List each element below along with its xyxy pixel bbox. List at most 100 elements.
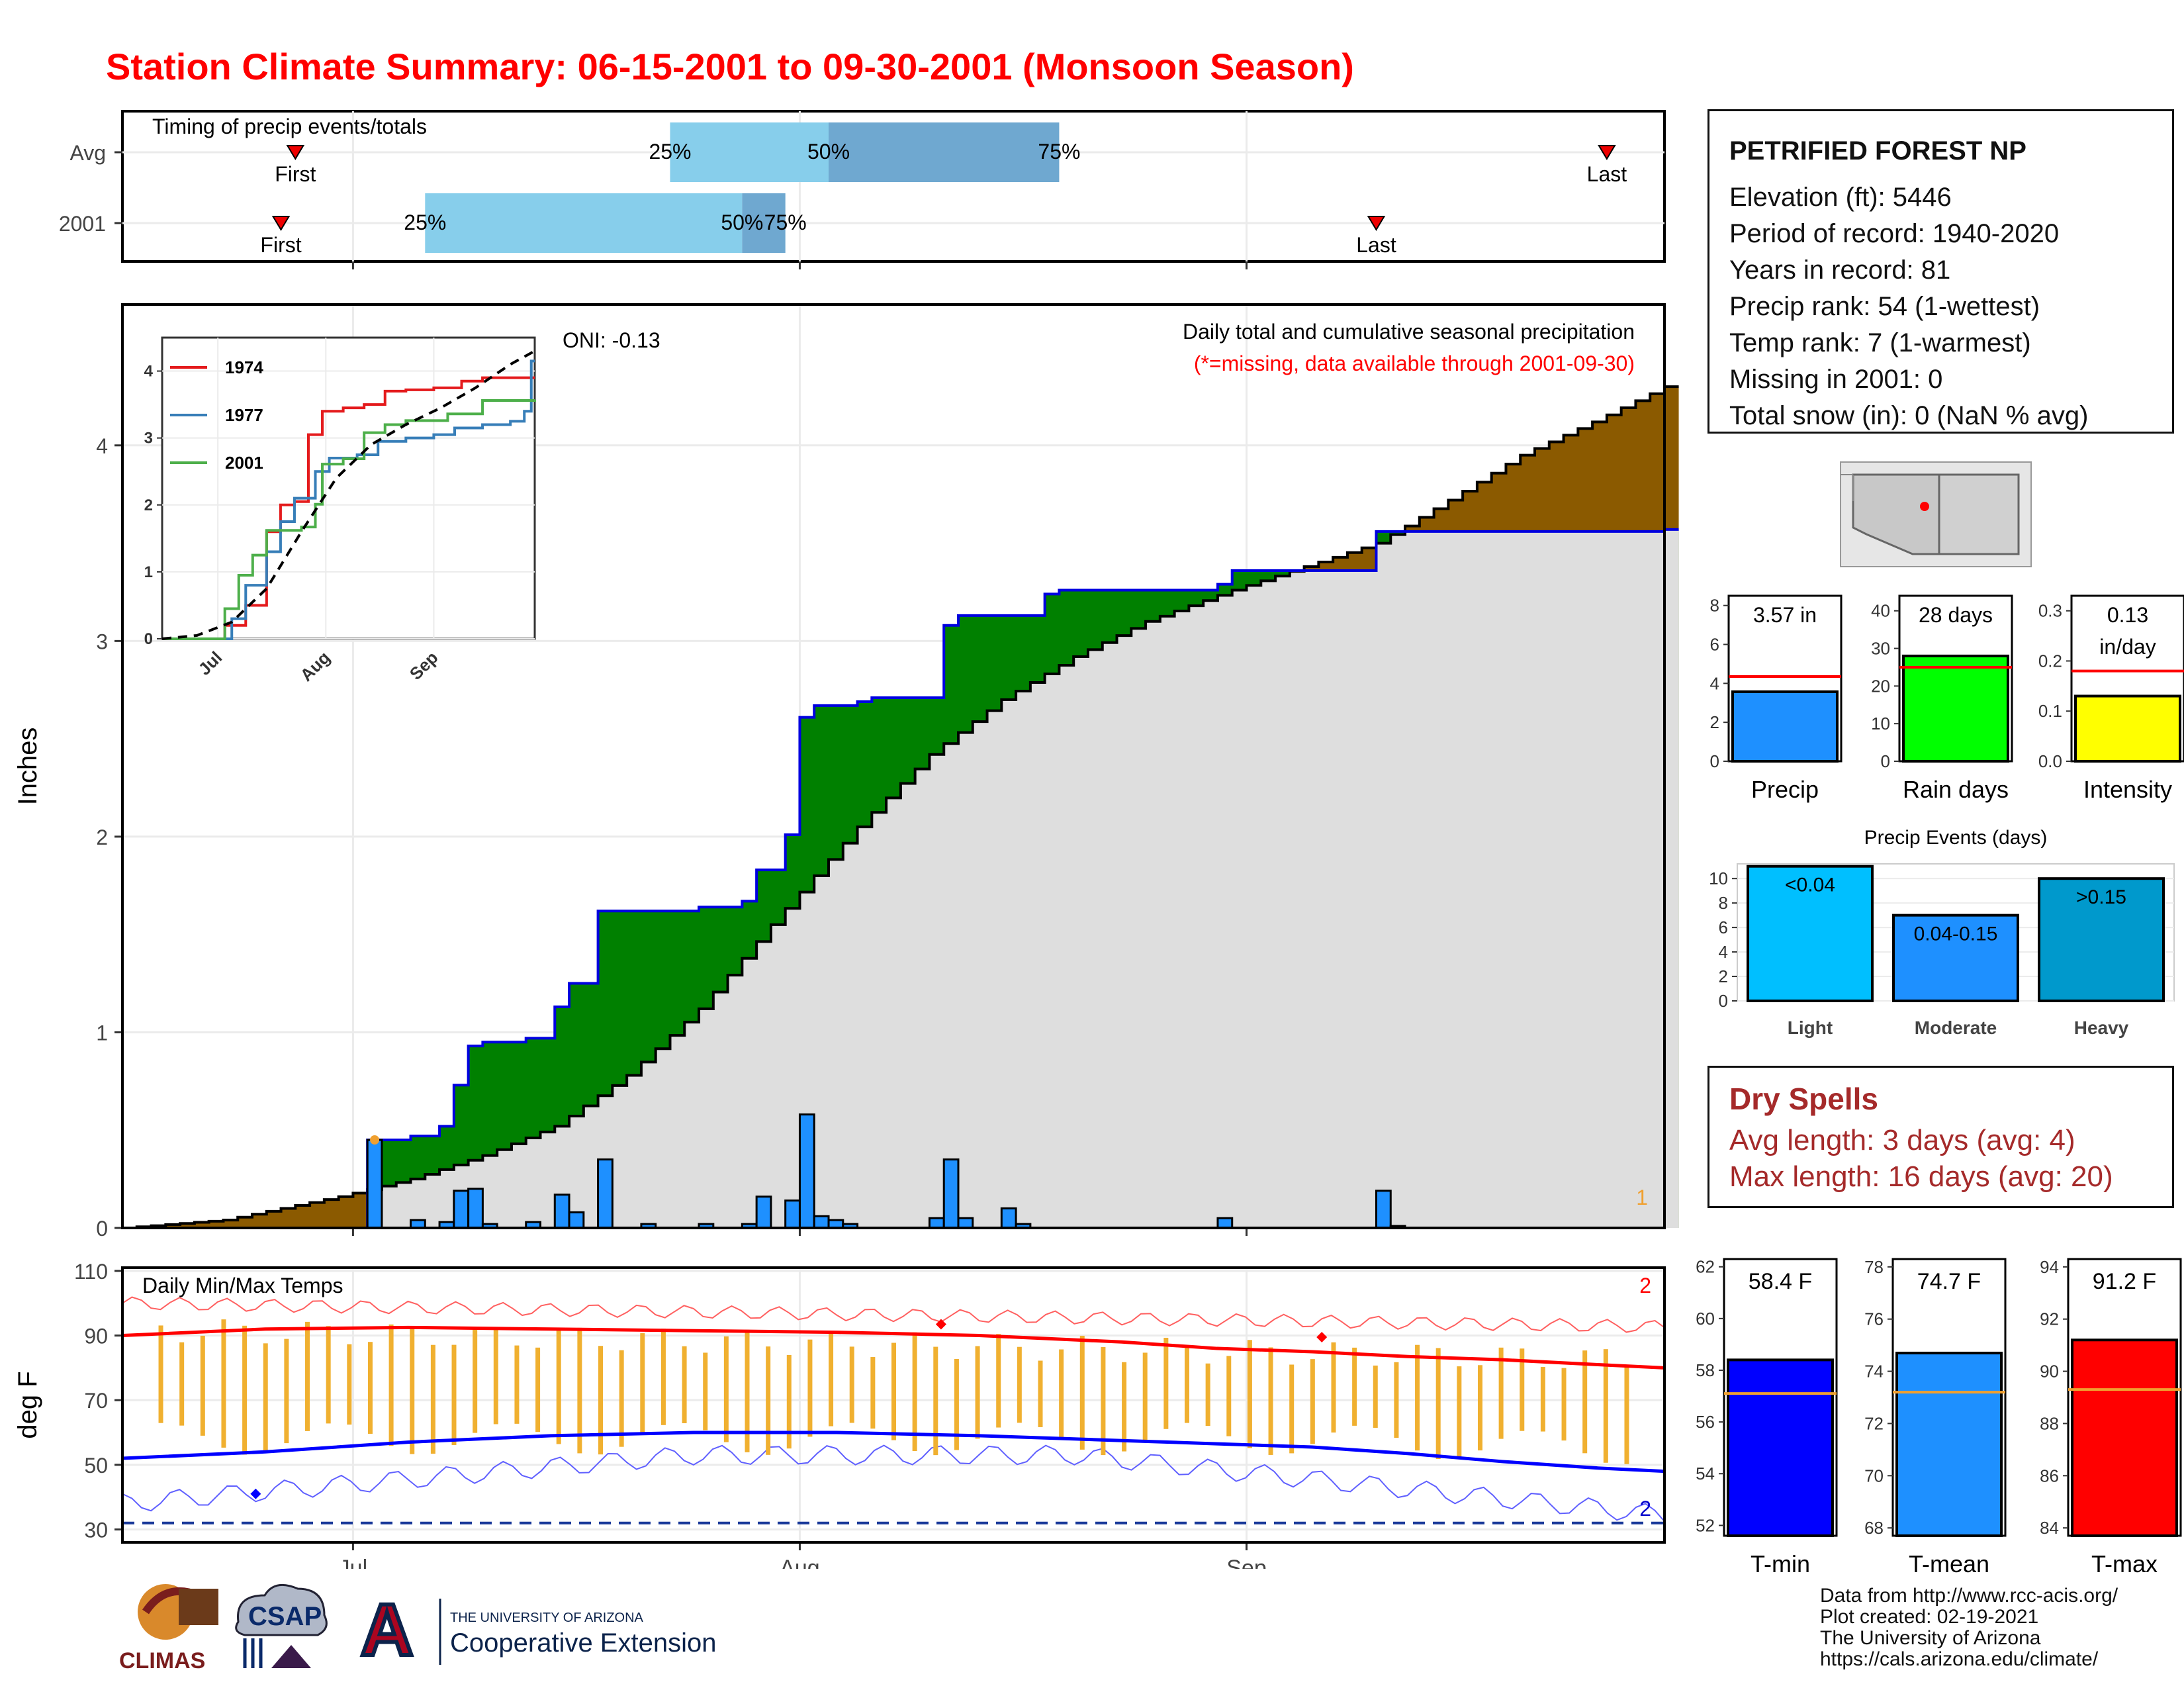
temp-chart: 30 50 70 90 110 Jul Aug Sep deg F Daily Min/Max T… (13, 1260, 1666, 1569)
temp-daily-bar (870, 1357, 876, 1429)
station-temp-rank: Temp rank: 7 (1-warmest) (1729, 328, 2031, 357)
temp-daily-bar (1394, 1362, 1399, 1438)
tempbar-name: T-max (2091, 1550, 2158, 1575)
temp-ytick-label: 90 (84, 1325, 108, 1348)
temp-daily-bar (1373, 1365, 1378, 1428)
temp-daily-bar (326, 1326, 331, 1424)
temp-daily-bar (1603, 1349, 1608, 1463)
tempbar-bar (2071, 1338, 2178, 1538)
tempbar-ytick-label: 58 (1696, 1360, 1715, 1380)
temp-daily-bar (723, 1336, 729, 1442)
inset-ytick-label: 1 (144, 563, 153, 581)
precip-daily-bar (366, 1139, 383, 1229)
tempbar-ytick-label: 52 (1696, 1515, 1715, 1535)
tempbar-name: T-min (1751, 1550, 1810, 1575)
credit-data-source: Data from http://www.rcc-acis.org/ (1820, 1585, 2118, 1607)
temp-daily-bar (1582, 1350, 1588, 1454)
station-period: Period of record: 1940-2020 (1729, 219, 2060, 248)
csap-text: CSAP (248, 1602, 322, 1631)
events-cat-label: Light (1788, 1017, 1833, 1038)
tempbar-ytick-label: 68 (1864, 1518, 1884, 1538)
tempbar-ytick-label: 88 (2040, 1413, 2059, 1433)
temp-daily-bar (954, 1358, 959, 1450)
temp-daily-bar (514, 1345, 520, 1424)
precip-annot-title: Daily total and cumulative seasonal prec… (1183, 320, 1635, 344)
temp-daily-bar (1435, 1348, 1441, 1460)
temp-daily-bar (619, 1350, 624, 1447)
summary-bar-name: Rain days (1903, 776, 2009, 803)
temp-daily-bar (263, 1343, 268, 1453)
temp-daily-bar (577, 1327, 582, 1454)
tempbar-bar (1895, 1351, 2003, 1538)
temp-record-high-marker (935, 1319, 946, 1330)
temp-daily-bar (1101, 1346, 1106, 1456)
temp-daily-bar (598, 1346, 604, 1455)
csap-logo: CSAP (235, 1583, 328, 1668)
ua-logo: A THE UNIVERSITY OF ARIZONA Cooperative … (359, 1587, 716, 1673)
summary-ytick-label: 0.2 (2038, 651, 2062, 671)
temp-record-low-marker (250, 1488, 261, 1499)
ua-small-text: THE UNIVERSITY OF ARIZONA (450, 1611, 644, 1625)
timing-q2-bar (742, 193, 786, 253)
station-missing: Missing in 2001: 0 (1729, 365, 1943, 394)
ua-big-text: Cooperative Extension (450, 1628, 716, 1658)
temp-daily-bar (242, 1325, 248, 1455)
temp-daily-bar (849, 1346, 854, 1423)
station-years: Years in record: 81 (1729, 256, 1951, 285)
dry-spells-max: Max length: 16 days (avg: 20) (1729, 1160, 2113, 1193)
summary-value-label2: in/day (2099, 635, 2156, 659)
timing-p25-label: 25% (649, 140, 691, 164)
summary-ytick-label: 4 (1710, 673, 1719, 693)
summary-value-label: 0.13 (2107, 603, 2148, 627)
page-title: Station Climate Summary: 06-15-2001 to 0… (106, 46, 1354, 87)
precip-ytick-label: 1 (96, 1021, 108, 1045)
temp-daily-bar (660, 1329, 666, 1425)
precip-daily-bar (1375, 1190, 1392, 1229)
dry-spells-avg: Avg length: 3 days (avg: 4) (1729, 1124, 2075, 1156)
inset-average-line (161, 350, 535, 640)
temp-ytick-label: 70 (84, 1389, 108, 1413)
summary-ytick-label: 0.1 (2038, 701, 2062, 721)
station-precip-rank: Precip rank: 54 (1-wettest) (1729, 292, 2040, 321)
events-ytick-label: 10 (1709, 868, 1728, 888)
precip-daily-bar (928, 1217, 945, 1229)
precip-ytick-label: 0 (96, 1217, 108, 1241)
temp-daily-bar (912, 1332, 917, 1452)
events-ytick-label: 6 (1719, 917, 1728, 937)
inset-legend-label: 2001 (225, 453, 263, 473)
locator-map (1840, 461, 2032, 567)
tempbar-ytick-label: 92 (2040, 1309, 2059, 1329)
timing-label: Timing of precip events/totals (152, 115, 427, 138)
precip-daily-bar (755, 1196, 772, 1229)
events-bar (1892, 914, 2019, 1002)
precip-daily-bar (957, 1217, 974, 1229)
temp-daily-bar (766, 1346, 771, 1455)
tempbar-value-label: 74.7 F (1917, 1269, 1981, 1294)
temp-daily-bar (1184, 1347, 1189, 1423)
station-name: PETRIFIED FOREST NP (1729, 136, 2026, 165)
tempbar-ytick-label: 86 (2040, 1466, 2059, 1485)
temp-daily-bar (1122, 1362, 1127, 1452)
precip-daily-bar (1000, 1207, 1017, 1229)
temp-avg-min-line (122, 1430, 1665, 1474)
events-bar-label: <0.04 (1785, 874, 1835, 896)
precip-daily-bar (798, 1113, 815, 1229)
timing-marker-label: First (260, 233, 301, 257)
precip-corner-label: 1 (1636, 1186, 1648, 1209)
temp-daily-bar (640, 1333, 645, 1435)
precip-ytick-label: 4 (96, 434, 108, 458)
precip-daily-bar (942, 1158, 960, 1229)
temp-daily-bar (1079, 1335, 1085, 1450)
temp-daily-bar (347, 1344, 352, 1425)
temp-daily-bar (200, 1335, 205, 1436)
summary-value-label: 3.57 in (1753, 603, 1817, 627)
temp-summary-bars: 52 54 56 58 60 62 58.4 F T-min 68 70 72 74 76 78 74.7 … (1696, 1257, 2182, 1575)
summary-bars: 0 2 4 6 8 3.57 in Precip 0 10 20 30 40 28 days Rain d… (1710, 594, 2184, 803)
temp-daily-bar (1352, 1347, 1357, 1426)
tempbar-ytick-label: 60 (1696, 1309, 1715, 1329)
station-location-marker (1920, 502, 1929, 511)
timing-marker (1367, 216, 1386, 231)
events-bar (1747, 865, 1874, 1002)
inset-frame (161, 336, 536, 640)
inset-legend-label: 1977 (225, 405, 263, 425)
